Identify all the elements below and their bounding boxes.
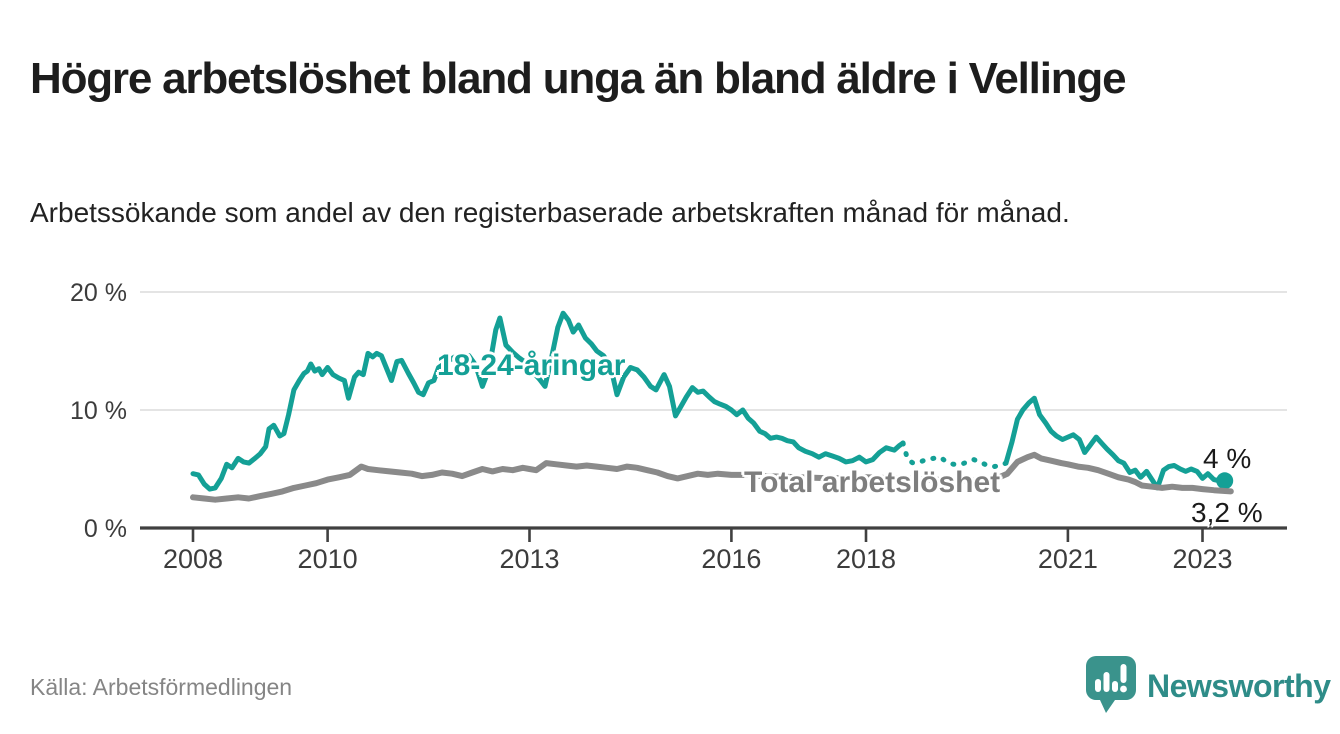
series-line-youth	[190, 310, 906, 492]
series-line-youth-dotted-segment	[900, 440, 1009, 470]
line-chart: 2008 2010 2013 2016 2018 2021 2023 0 % 10 % 20 %	[70, 279, 1287, 574]
series-line-total	[190, 451, 1234, 503]
source-note: Källa: Arbetsförmedlingen	[30, 674, 293, 700]
x-axis-tick-label: 2008	[163, 544, 223, 574]
page-subtitle: Arbetssökande som andel av den registerb…	[30, 197, 1070, 228]
x-axis-tick-label: 2021	[1038, 544, 1098, 574]
exclamation-dot	[1120, 685, 1127, 693]
x-axis-tick-label: 2010	[298, 544, 358, 574]
exclamation-bar	[1120, 664, 1127, 683]
bar-2	[1103, 672, 1110, 692]
speech-bubble-shape	[1086, 656, 1136, 713]
x-axis-tick-label: 2018	[836, 544, 896, 574]
x-axis-tick-label: 2023	[1172, 544, 1232, 574]
y-axis-tick-label: 20 %	[70, 279, 127, 307]
newsworthy-wordmark: Newsworthy	[1147, 668, 1331, 704]
newsworthy-logo: Newsworthy	[1085, 655, 1331, 715]
x-axis-tick-label: 2013	[499, 544, 559, 574]
bar-3	[1112, 681, 1118, 692]
x-axis-tick-label: 2016	[701, 544, 761, 574]
y-axis-tick-label: 0 %	[84, 515, 127, 543]
series-end-dot-youth	[1216, 472, 1234, 490]
series-line-youth	[1003, 395, 1228, 491]
page-title: Högre arbetslöshet bland unga än bland ä…	[30, 54, 1127, 104]
bar-chart-speech-bubble-icon	[1086, 656, 1136, 713]
y-axis-tick-label: 10 %	[70, 397, 127, 425]
bar-1	[1095, 679, 1101, 692]
